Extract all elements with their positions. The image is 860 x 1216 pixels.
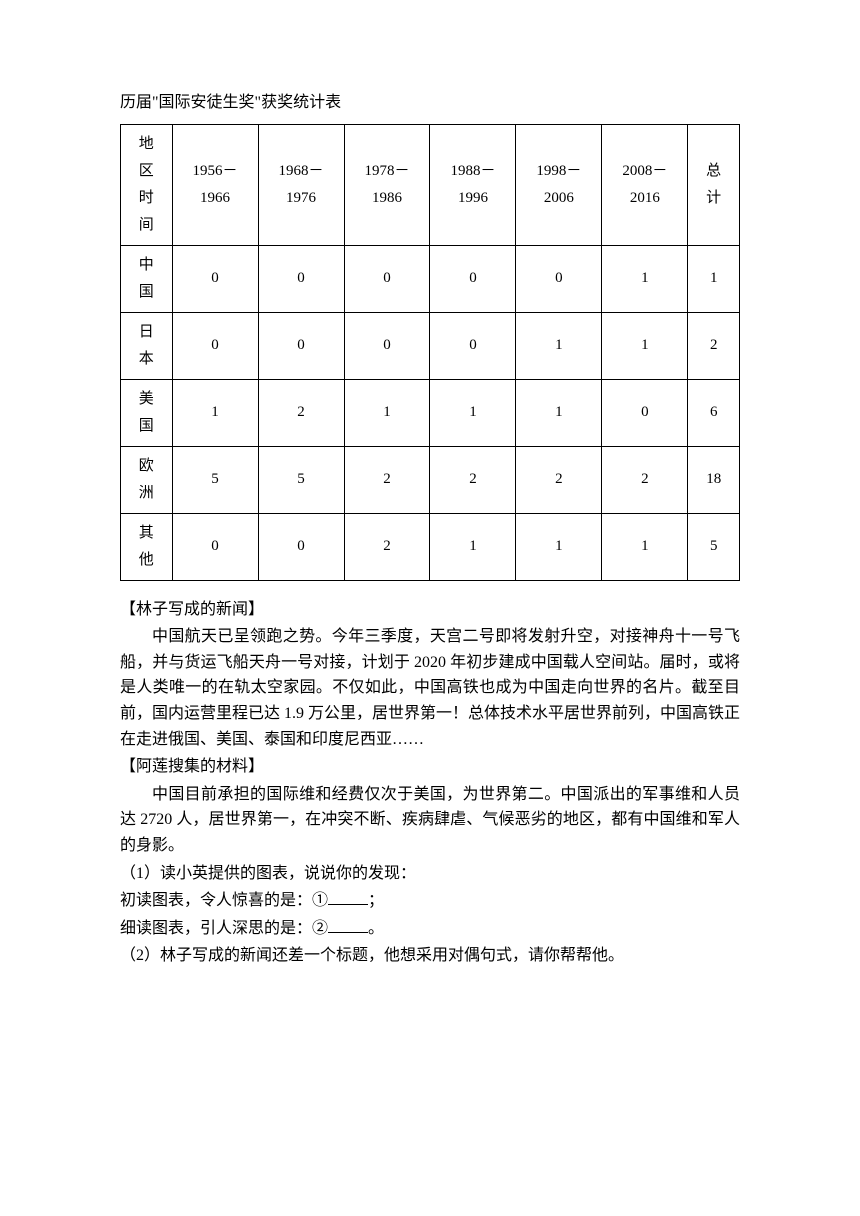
total-cell: 1 xyxy=(688,245,740,312)
question-2: （2）林子写成的新闻还差一个标题，他想采用对偶句式，请你帮帮他。 xyxy=(120,943,740,969)
total-cell: 18 xyxy=(688,446,740,513)
data-cell: 1 xyxy=(344,379,430,446)
section1-heading: 【林子写成的新闻】 xyxy=(120,597,740,623)
data-cell: 1 xyxy=(430,513,516,580)
data-cell: 0 xyxy=(258,513,344,580)
section2-heading: 【阿莲搜集的材料】 xyxy=(120,754,740,780)
data-cell: 1 xyxy=(602,312,688,379)
data-cell: 2 xyxy=(516,446,602,513)
region-cell: 其他 xyxy=(121,513,173,580)
region-cell: 欧洲 xyxy=(121,446,173,513)
data-cell: 1 xyxy=(172,379,258,446)
table-row: 日本 0 0 0 0 1 1 2 xyxy=(121,312,740,379)
data-cell: 1 xyxy=(430,379,516,446)
period-6: 2008－2016 xyxy=(602,124,688,245)
data-cell: 2 xyxy=(258,379,344,446)
question-1a: 初读图表，令人惊喜的是：① ； xyxy=(120,888,740,914)
period-2: 1968－1976 xyxy=(258,124,344,245)
data-cell: 0 xyxy=(430,245,516,312)
data-cell: 0 xyxy=(516,245,602,312)
period-3: 1978－1986 xyxy=(344,124,430,245)
data-cell: 2 xyxy=(602,446,688,513)
total-cell: 5 xyxy=(688,513,740,580)
region-cell: 中国 xyxy=(121,245,173,312)
section2-paragraph: 中国目前承担的国际维和经费仅次于美国，为世界第二。中国派出的军事维和人员达 27… xyxy=(120,782,740,859)
period-5: 1998－2006 xyxy=(516,124,602,245)
blank-1[interactable] xyxy=(328,889,368,905)
total-header: 总计 xyxy=(688,124,740,245)
data-cell: 0 xyxy=(430,312,516,379)
period-1: 1956－1966 xyxy=(172,124,258,245)
data-cell: 2 xyxy=(344,446,430,513)
data-cell: 0 xyxy=(344,312,430,379)
data-cell: 0 xyxy=(172,513,258,580)
table-row: 其他 0 0 2 1 1 1 5 xyxy=(121,513,740,580)
data-cell: 5 xyxy=(172,446,258,513)
q1a-suffix: ； xyxy=(368,892,384,909)
data-cell: 0 xyxy=(172,312,258,379)
table-row: 欧洲 5 5 2 2 2 2 18 xyxy=(121,446,740,513)
data-cell: 0 xyxy=(344,245,430,312)
period-4: 1988－1996 xyxy=(430,124,516,245)
data-cell: 1 xyxy=(516,312,602,379)
award-statistics-table: 地区时间 1956－1966 1968－1976 1978－1986 1988－… xyxy=(120,124,740,581)
data-cell: 0 xyxy=(258,245,344,312)
region-cell: 美国 xyxy=(121,379,173,446)
question-1b: 细读图表，引人深思的是：② 。 xyxy=(120,916,740,942)
data-cell: 1 xyxy=(602,245,688,312)
q1b-suffix: 。 xyxy=(368,920,384,937)
table-row: 中国 0 0 0 0 0 1 1 xyxy=(121,245,740,312)
data-cell: 0 xyxy=(602,379,688,446)
data-cell: 1 xyxy=(516,513,602,580)
q1b-prefix: 细读图表，引人深思的是：② xyxy=(120,920,328,937)
data-cell: 0 xyxy=(258,312,344,379)
total-cell: 2 xyxy=(688,312,740,379)
data-cell: 2 xyxy=(344,513,430,580)
table-row: 美国 1 2 1 1 1 0 6 xyxy=(121,379,740,446)
question-1: （1）读小英提供的图表，说说你的发现： xyxy=(120,861,740,887)
data-cell: 1 xyxy=(602,513,688,580)
region-time-header: 地区时间 xyxy=(121,124,173,245)
data-cell: 0 xyxy=(172,245,258,312)
section1-paragraph: 中国航天已呈领跑之势。今年三季度，天宫二号即将发射升空，对接神舟十一号飞船，并与… xyxy=(120,624,740,752)
data-cell: 5 xyxy=(258,446,344,513)
table-header-row: 地区时间 1956－1966 1968－1976 1978－1986 1988－… xyxy=(121,124,740,245)
total-cell: 6 xyxy=(688,379,740,446)
data-cell: 1 xyxy=(516,379,602,446)
region-cell: 日本 xyxy=(121,312,173,379)
blank-2[interactable] xyxy=(328,917,368,933)
q1a-prefix: 初读图表，令人惊喜的是：① xyxy=(120,892,328,909)
table-title: 历届"国际安徒生奖"获奖统计表 xyxy=(120,90,740,116)
data-cell: 2 xyxy=(430,446,516,513)
